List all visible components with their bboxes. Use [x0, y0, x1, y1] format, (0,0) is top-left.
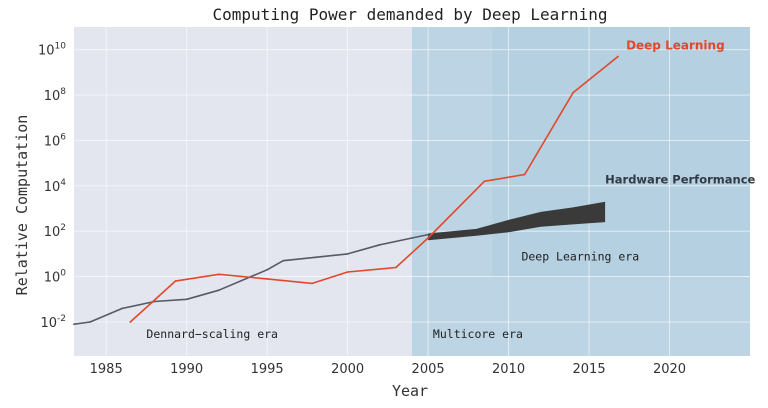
y-tick-label: 106 — [44, 132, 67, 149]
y-tick-label: 108 — [44, 87, 67, 104]
deep-learning-line — [129, 55, 619, 323]
hardware-performance-point — [121, 307, 124, 310]
series-labels: Deep Learning Hardware Performance — [605, 39, 755, 187]
x-tick-label: 2000 — [331, 362, 364, 377]
y-tick-label: 100 — [44, 269, 67, 286]
y-axis-ticks: 10-2 100 102 104 106 108 1010 — [38, 42, 66, 331]
y-tick-label: 1010 — [38, 42, 66, 59]
hardware-performance-point — [378, 243, 381, 246]
hardware-performance-point — [185, 298, 188, 301]
y-tick-label: 102 — [44, 223, 66, 240]
hardware-performance-point — [217, 289, 220, 292]
x-axis-label: Year — [392, 382, 428, 400]
x-tick-label: 2005 — [412, 362, 445, 377]
hardware-performance-range — [428, 201, 606, 241]
hardware-performance-point — [73, 323, 75, 326]
series-lines — [73, 55, 619, 326]
deep-learning-point — [311, 282, 314, 285]
hardware-performance-point — [427, 233, 429, 236]
y-axis-label: Relative Computation — [13, 115, 31, 296]
region-label: Dennard−scaling era — [146, 327, 278, 341]
x-tick-label: 2015 — [573, 362, 606, 377]
x-tick-label: 2010 — [492, 362, 525, 377]
x-tick-label: 1985 — [90, 362, 123, 377]
deep-learning-point — [217, 273, 220, 276]
deep-learning-point — [483, 180, 486, 183]
grid-lines — [74, 27, 750, 356]
deep-learning-point — [523, 173, 526, 176]
hardware-performance-label: Hardware Performance — [605, 173, 755, 187]
hardware-performance-point — [411, 237, 413, 239]
hardware-performance-point — [266, 268, 269, 271]
deep-learning-point — [572, 91, 574, 94]
deep-learning-point — [346, 271, 349, 273]
deep-learning-point — [266, 277, 269, 280]
hardware-performance-point — [314, 256, 317, 259]
region-label: Deep Learning era — [521, 250, 639, 264]
deep-learning-point — [617, 55, 619, 58]
x-axis-ticks: 1985 1990 1995 2000 2005 2010 2015 2020 — [90, 362, 686, 377]
era-labels: Dennard−scaling era Multicore era Deep Lea… — [146, 250, 639, 341]
y-tick-label: 104 — [44, 178, 67, 195]
x-tick-label: 1990 — [170, 362, 203, 377]
y-tick-label: 10-2 — [40, 314, 66, 331]
hardware-performance-point — [282, 259, 285, 262]
chart-title: Computing Power demanded by Deep Learnin… — [213, 5, 608, 24]
era-regions — [412, 27, 750, 356]
x-tick-label: 1995 — [251, 362, 284, 377]
deep-learning-point — [395, 266, 397, 269]
hardware-performance-band — [428, 201, 606, 241]
deep-learning-point — [129, 321, 132, 323]
deep-learning-point — [427, 237, 429, 239]
hardware-performance-point — [346, 252, 349, 255]
deep-learning-label: Deep Learning — [626, 39, 725, 53]
region-deep-learning-era — [492, 27, 750, 277]
x-tick-label: 2020 — [653, 362, 686, 377]
region-label: Multicore era — [433, 327, 523, 341]
deep-learning-point — [174, 280, 177, 283]
hardware-performance-point — [89, 321, 91, 323]
